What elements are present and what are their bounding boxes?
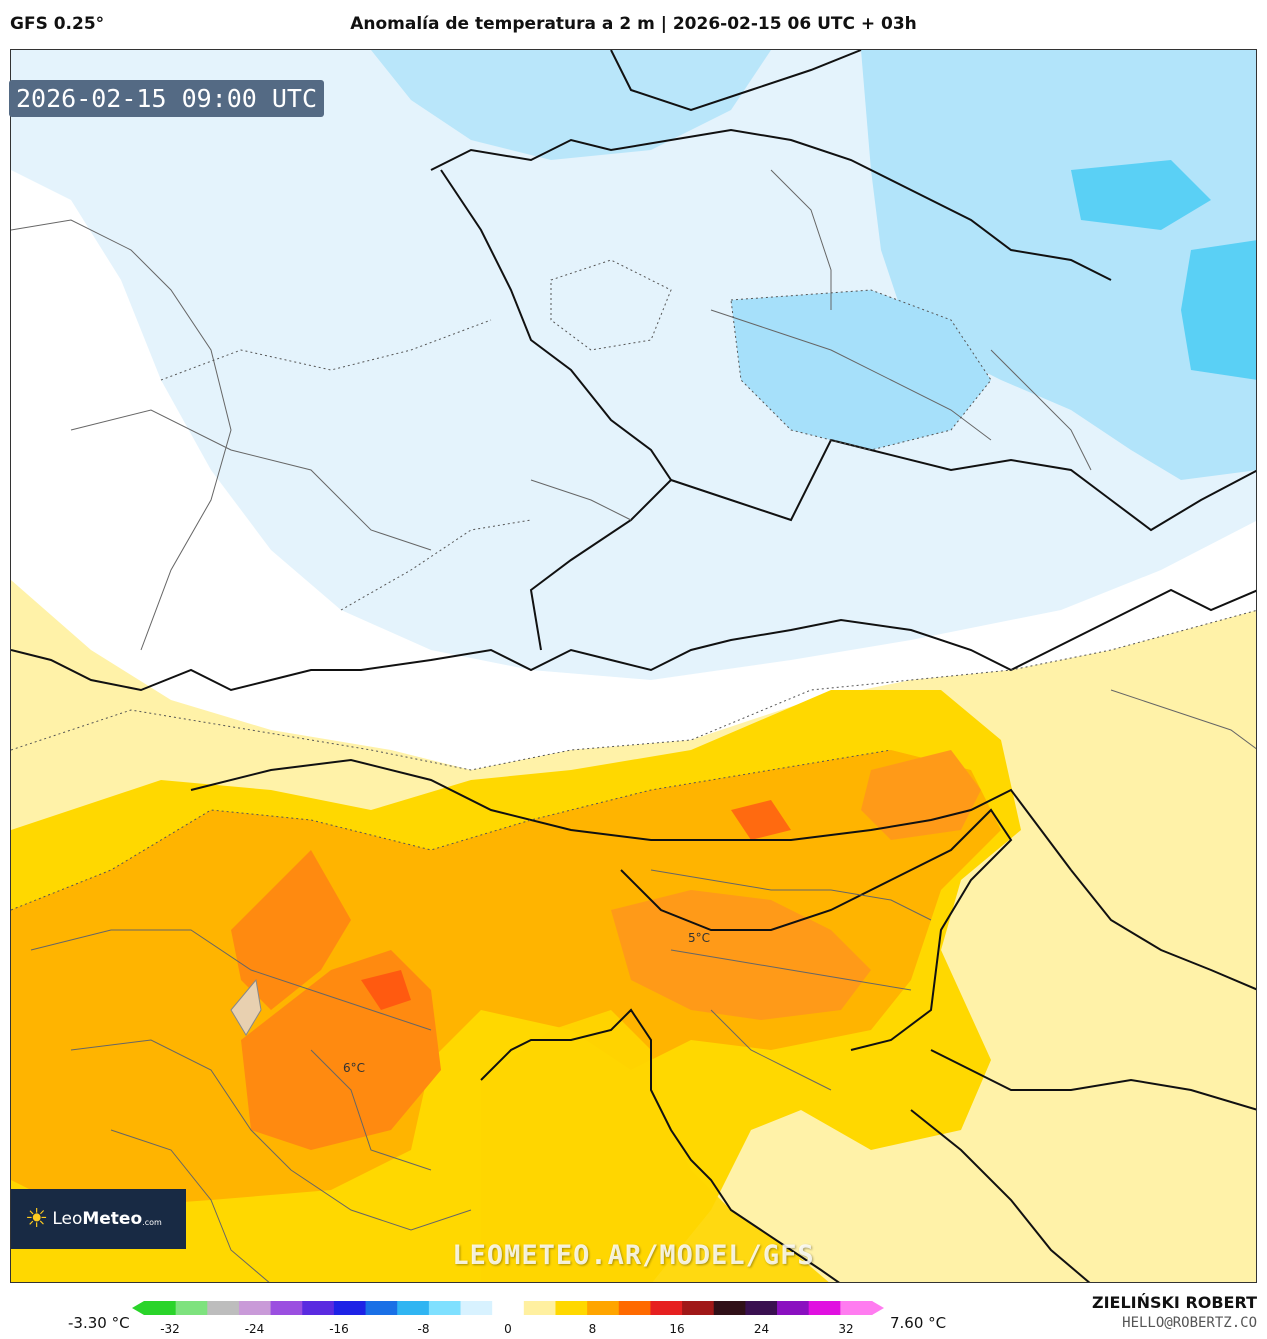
colorbar-min-arrow [132,1301,144,1315]
author-name: ZIELIŃSKI ROBERT [1091,1293,1257,1312]
map-title: Anomalía de temperatura a 2 m | 2026-02-… [350,14,917,34]
cold-anomaly-deep-1 [1071,160,1211,230]
anomaly-contours [11,259,1256,911]
model-name: GFS 0.25° [10,14,105,34]
colorbar-segment [302,1301,335,1315]
author-email: HELLO@ROBERTZ.CO [1122,1315,1257,1331]
coastline [480,1008,840,1282]
logo-text: LeoMeteo [52,1209,143,1229]
cold-anomaly-core-north [371,50,771,160]
colorbar-max-label: 7.60 °C [890,1314,947,1332]
colorbar-segment [618,1301,651,1315]
colorbar [132,1301,884,1315]
sun-icon: ☀ [25,1204,49,1234]
colorbar-ticks: -32 -24 -16 -8 0 8 16 24 32 [132,1322,884,1338]
logo-suffix: .com [142,1217,162,1227]
colorbar-tick-label: -24 [244,1322,265,1336]
cold-anomaly-deep-2 [1181,240,1256,380]
country-borders [11,50,1256,1282]
colorbar-segment [682,1301,715,1315]
colorbar-segment [555,1301,588,1315]
colorbar-segment [397,1301,430,1315]
colorbar-segment [238,1301,272,1315]
colorbar-segment [587,1301,620,1315]
colorbar-segment [428,1301,462,1315]
warm-anomaly-hotspot [361,970,411,1010]
colorbar-segment [808,1301,841,1315]
colorbar-tick-label: 24 [753,1322,770,1336]
warm-anomaly-core-ne [861,750,981,840]
colorbar-min-label: -3.30 °C [68,1314,130,1332]
colorbar-tick-label: -32 [160,1322,180,1336]
colorbar-tick-label: -16 [329,1322,349,1336]
colorbar-segment [492,1301,525,1315]
valid-time-label: 2026-02-15 09:00 UTC [9,80,325,117]
site-watermark: LEOMETEO.AR/MODEL/GFS [452,1240,815,1271]
colorbar-segment [144,1301,177,1315]
warm-anomaly-hotspot-2 [731,800,791,840]
colorbar-tick-label: -8 [417,1322,430,1336]
lake-detail [230,978,262,1036]
temperature-label-east: 5°C [688,931,711,945]
colorbar-segment [207,1301,240,1315]
colorbar-segment [523,1301,556,1315]
colorbar-segment [777,1301,810,1315]
adriatic-sea [481,1010,829,1282]
colorbar-segment [840,1301,873,1315]
colorbar-tick-label: 32 [838,1322,854,1336]
colorbar-segment [650,1301,683,1315]
warm-anomaly-core-east [611,890,871,1020]
warm-anomaly-core-west [231,850,351,1010]
temperature-label-west: 6°C [343,1061,366,1075]
regional-borders [11,169,1256,1282]
colorbar-segment [365,1301,398,1315]
colorbar-segment [713,1301,746,1315]
colorbar-segment [270,1301,303,1315]
temperature-anomaly-map [10,49,1257,1283]
leometeo-logo: ☀ LeoMeteo .com [11,1189,186,1249]
colorbar-max-arrow [872,1301,884,1315]
colorbar-segment [745,1301,778,1315]
cold-anomaly-core-northeast [861,50,1256,480]
colorbar-segment [175,1301,208,1315]
colorbar-segment [333,1301,367,1315]
colorbar-tick-label: 0 [504,1322,512,1336]
colorbar-tick-label: 8 [588,1322,597,1336]
cold-anomaly-patch-east [731,290,991,450]
colorbar-tick-label: 16 [669,1322,685,1336]
colorbar-segment [460,1301,493,1315]
map-fields [11,50,1256,1282]
